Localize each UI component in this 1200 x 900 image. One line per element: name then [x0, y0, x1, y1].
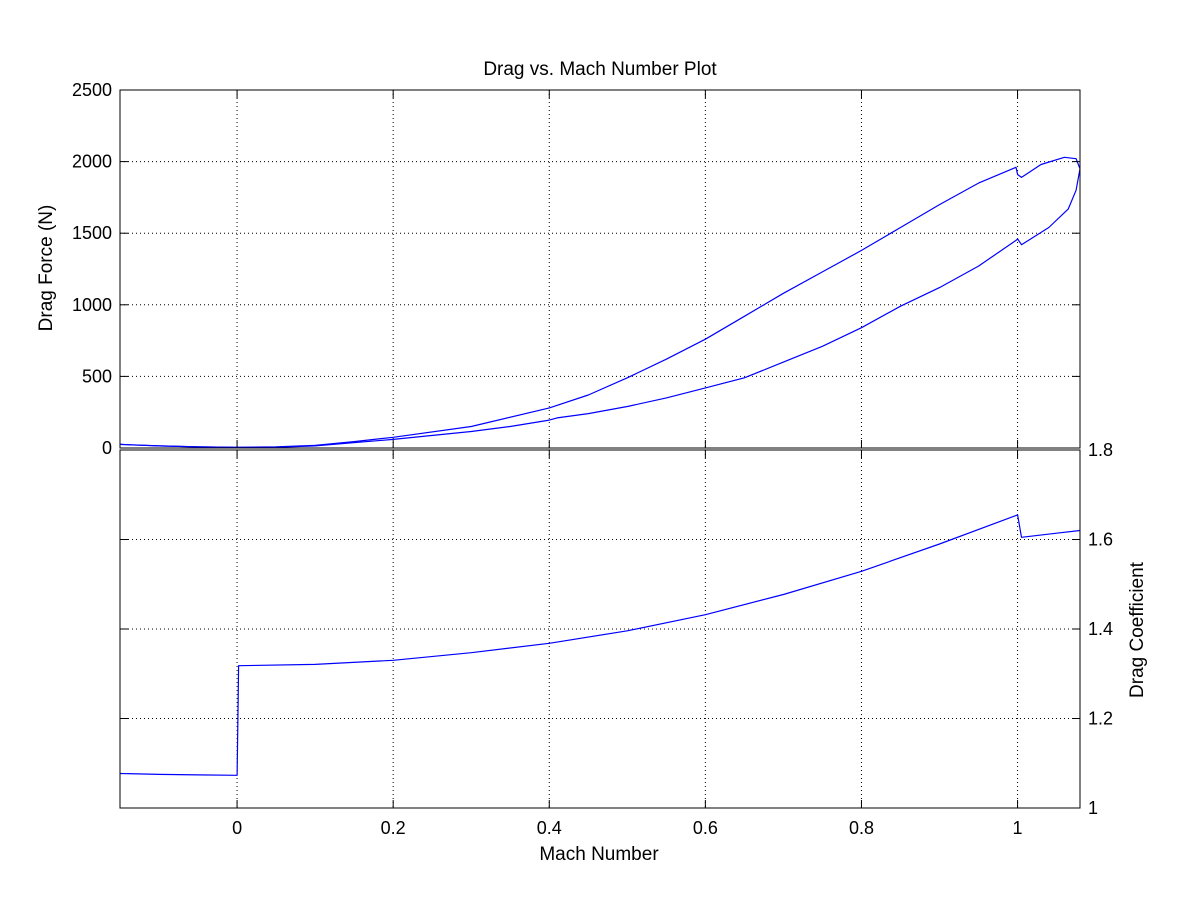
x-tick-label: 0.6	[693, 818, 718, 838]
drag-coefficient-ticks: 0 0.2 0.4 0.6 0.8 1 1 1.2 1.4 1.6 1.8	[120, 440, 1113, 838]
x-tick-label: 1	[1013, 818, 1023, 838]
y-axis-label-drag-force: Drag Force (N)	[36, 205, 57, 332]
series-line-1	[119, 514, 1081, 776]
y-tick-label: 0	[102, 438, 112, 458]
x-tick-label: 0.8	[849, 818, 874, 838]
drag-coefficient-axes-frame	[119, 449, 1081, 809]
y-tick-label: 2500	[72, 80, 112, 100]
x-tick-label: 0.4	[537, 818, 562, 838]
y-tick-label: 2000	[72, 152, 112, 172]
x-axis-label-mach-number: Mach Number	[539, 844, 659, 865]
drag-coefficient-lines	[119, 514, 1081, 776]
y-tick-label: 1	[1088, 798, 1098, 818]
drag-force-grid	[120, 90, 1080, 448]
y-tick-label: 1.8	[1088, 440, 1113, 460]
y-axis-label-drag-coefficient: Drag Coefficient	[1127, 561, 1148, 698]
y-tick-label: 500	[82, 366, 112, 386]
drag-coefficient-axes: 0 0.2 0.4 0.6 0.8 111.21.41.61.8 Mach Number …	[119, 440, 1148, 865]
drag-force-lines	[119, 156, 1081, 448]
drag-force-axes: 0 500 1000 1500 2000 2500 Drag vs. Mach Numbe…	[36, 59, 1081, 458]
drag-coefficient-grid	[120, 450, 1080, 808]
y-tick-label: 1500	[72, 223, 112, 243]
drag-force-axes-frame	[119, 89, 1081, 449]
y-tick-label: 1.2	[1088, 709, 1113, 729]
x-tick-label: 0	[232, 818, 242, 838]
series-line-2	[119, 168, 1081, 448]
chart-title: Drag vs. Mach Number Plot	[483, 59, 717, 80]
y-tick-label: 1000	[72, 295, 112, 315]
x-tick-label: 0.2	[381, 818, 406, 838]
y-tick-label: 1.4	[1088, 619, 1113, 639]
y-tick-label: 1.6	[1088, 530, 1113, 550]
